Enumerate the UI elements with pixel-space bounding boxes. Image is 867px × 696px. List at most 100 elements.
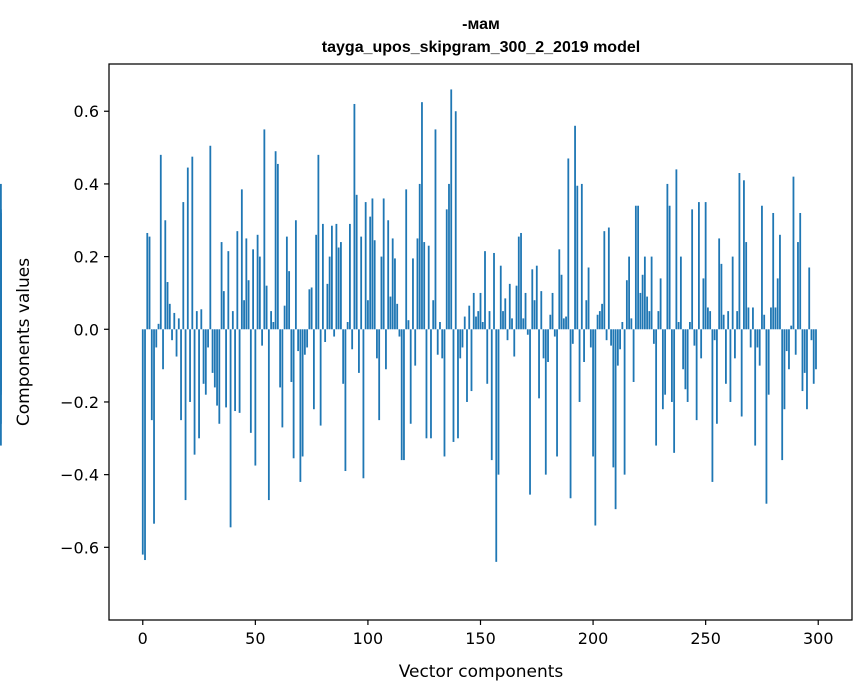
y-tick-label: −0.2 [60,393,99,412]
bar-21 [189,329,191,402]
bar-1 [144,329,146,561]
bar-138 [452,329,455,442]
bar-40 [231,311,234,330]
bar-100 [367,300,369,330]
bar-63 [283,305,286,330]
bar-134 [443,329,446,457]
chart-title: -мам [462,16,500,33]
bar-264 [736,311,739,330]
bar-295 [806,329,808,410]
bar-121 [414,329,417,366]
bar-220 [637,205,640,330]
bar-163 [508,283,511,330]
bar-74 [308,289,311,330]
bar-282 [776,278,779,330]
bar-35 [220,242,223,330]
bar-230 [659,278,662,330]
bar-226 [650,256,653,330]
bar-176 [538,329,540,399]
bar-83 [328,256,331,330]
bar-148 [475,316,477,330]
bar-146 [470,329,473,392]
bar-288 [790,325,793,330]
bar-18 [182,202,185,330]
bar-198 [587,267,590,330]
bar-125 [423,242,426,330]
bar-244 [691,209,694,330]
bar-85 [333,329,336,337]
bar-232 [664,329,667,395]
bar-289 [792,176,795,330]
bar-192 [574,125,576,330]
bar-241 [684,329,687,390]
bar-117 [405,189,408,330]
bar-47 [247,280,250,330]
bar-299 [815,329,817,370]
bar-229 [657,311,660,330]
bar-193 [576,185,579,330]
bar-284 [781,329,784,461]
bar-174 [533,300,536,330]
bar-105 [378,329,381,421]
bar-161 [504,298,507,330]
bar-27 [202,329,205,384]
bar-165 [513,329,516,357]
bar-10 [164,220,167,330]
bar-20 [186,167,189,330]
bar-150 [479,292,482,330]
bar-190 [569,329,572,499]
bar-17 [180,329,182,421]
bar-201 [594,329,597,526]
bar-38 [227,251,230,330]
bar-202 [596,314,599,330]
bar-69 [297,329,300,352]
bar-234 [668,205,671,330]
bar-undefined [0,329,2,392]
bar-227 [652,329,655,344]
bar-291 [797,242,799,330]
bar-209 [612,329,615,468]
bar-248 [700,329,703,359]
bar-233 [666,183,669,330]
bar-217 [630,318,633,330]
bar-242 [686,329,689,402]
bar-237 [675,169,678,330]
bar-30 [209,145,212,330]
bar-252 [709,311,712,330]
bar-269 [747,307,750,330]
bar-130 [434,129,437,330]
bar-31 [211,329,214,373]
bar-62 [281,329,284,428]
bar-64 [285,236,288,330]
bar-4 [150,329,153,421]
bar-239 [679,256,682,330]
bar-141 [459,329,462,359]
bar-173 [531,269,534,330]
bar-167 [517,236,520,330]
bar-219 [634,205,637,330]
bar-56 [267,329,270,501]
bar-223 [643,256,646,330]
x-tick-label: 50 [245,629,265,648]
bar-250 [704,202,707,330]
bar-77 [315,234,318,330]
bar-281 [774,307,777,330]
bar-70 [299,329,302,482]
bar-84 [331,225,333,330]
bar-11 [166,282,169,330]
bar-168 [520,232,522,330]
bar-186 [560,274,563,330]
bar-216 [628,256,630,330]
bar-286 [785,329,788,352]
bar-3 [148,236,151,330]
bar-145 [468,305,471,330]
bar-249 [702,278,705,330]
bar-171 [526,329,529,335]
bar-53 [261,329,263,346]
bar-113 [396,303,399,330]
bar-undefined [0,278,2,330]
bar-212 [619,329,621,350]
bar-183 [553,329,556,337]
bar-283 [779,234,781,330]
